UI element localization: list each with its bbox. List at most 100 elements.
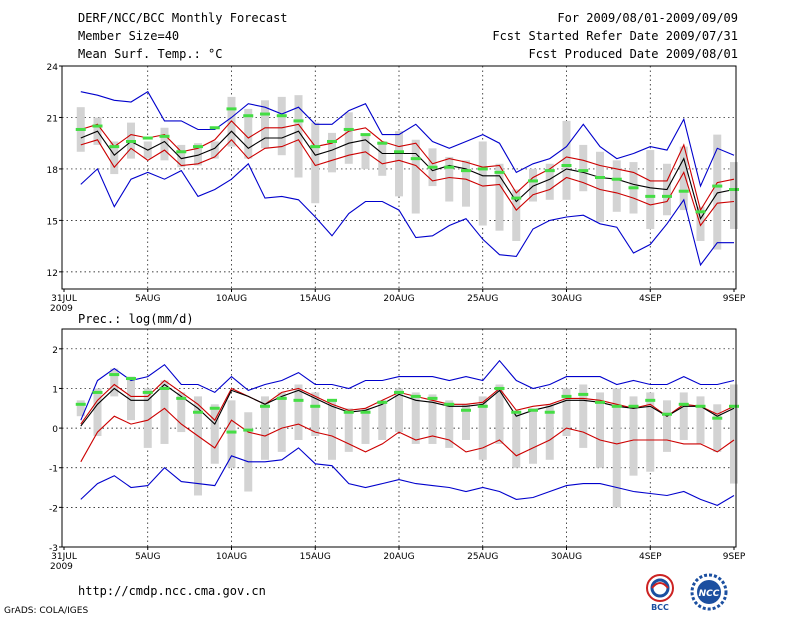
panel1-spread-box xyxy=(596,151,604,223)
panel2-spread-box xyxy=(277,392,286,452)
panel2-frame xyxy=(61,328,737,548)
panel2-spread-box xyxy=(478,396,487,460)
panel2-member-marker xyxy=(92,390,103,394)
panel1-y-tick-label: 21 xyxy=(47,114,58,124)
panel2-member-marker xyxy=(394,390,404,394)
panel2-member-marker xyxy=(477,404,488,408)
panel1-spread-box xyxy=(160,127,169,161)
panel1-spread-box xyxy=(579,144,588,192)
panel1-spread-box xyxy=(261,100,269,149)
bcc-logo-text: BCC xyxy=(651,603,669,612)
panel2-x-tick-label: 31JUL xyxy=(51,552,77,562)
panel1-spread-box xyxy=(679,146,688,211)
panel2-x-tick-label: 10AUG xyxy=(216,552,247,562)
panel1-member-marker xyxy=(343,127,354,131)
panel1-spread-box xyxy=(545,163,554,200)
panel2-spread-box xyxy=(462,404,470,440)
panel2-spread-box xyxy=(261,396,269,460)
panel2-spread-box xyxy=(210,404,219,464)
panel1-member-marker xyxy=(712,184,723,188)
panel1-spread-box xyxy=(344,112,353,164)
panel1-spread-box xyxy=(110,141,119,175)
panel1-member-marker xyxy=(645,194,656,198)
panel1-member-marker xyxy=(310,145,321,149)
panel1-member-marker xyxy=(243,114,254,118)
panel1-member-marker xyxy=(695,210,706,214)
panel2-x-tick-label: 20AUG xyxy=(383,552,414,562)
panel1-x-tick-label: 25AUG xyxy=(467,294,498,304)
panel1-series-min xyxy=(80,162,734,267)
panel1-member-marker xyxy=(678,189,689,193)
panel2-spread-box xyxy=(93,388,102,437)
chart-title: DERF/NCC/BCC Monthly Forecast xyxy=(78,11,288,25)
panel1-spread-box xyxy=(445,156,454,202)
panel1-series-spread-high xyxy=(80,120,735,212)
panel2-member-marker xyxy=(343,410,354,414)
panel1-member-marker xyxy=(276,114,287,118)
panel2-title: Prec.: log(mm/d) xyxy=(78,312,194,326)
panel1-member-marker xyxy=(578,169,589,173)
panel1-member-marker xyxy=(444,165,455,169)
panel2-member-marker xyxy=(310,404,321,408)
panel2-member-marker xyxy=(159,386,170,390)
panel2-y-tick-label: -1 xyxy=(49,465,58,475)
panel2-member-marker xyxy=(427,396,438,400)
panel2-member-marker xyxy=(611,404,622,408)
variable-label: Mean Surf. Temp.: °C xyxy=(78,47,223,61)
panel2-x-tick-label: 5AUG xyxy=(135,552,160,562)
panel1-member-marker xyxy=(477,167,488,171)
panel1-x-tick-label: 5AUG xyxy=(135,294,160,304)
panel2-member-marker xyxy=(628,404,639,408)
member-size-label: Member Size=40 xyxy=(78,29,180,43)
panel2-member-marker xyxy=(410,394,421,398)
panel1-spread-box xyxy=(462,160,470,207)
panel1-spread-box xyxy=(646,150,655,229)
panel2-member-marker xyxy=(461,408,471,412)
panel1-member-marker xyxy=(461,169,471,173)
panel2-spread-box xyxy=(127,376,135,421)
forecast-period: For 2009/08/01-2009/09/09 xyxy=(557,11,738,25)
panel2-spread-box xyxy=(227,400,236,468)
panel2-member-marker xyxy=(293,398,304,402)
panel1-spread-box xyxy=(378,141,387,176)
panel1-spread-box xyxy=(277,96,286,156)
panel1-member-marker xyxy=(528,179,538,183)
started-date: Fcst Started Refer Date 2009/07/31 xyxy=(492,29,738,43)
panel1-x-tick-label: 10AUG xyxy=(216,294,247,304)
panel2-member-marker xyxy=(645,398,656,402)
panel2-x-tick-label: 4SEP xyxy=(639,552,662,562)
panel1-spread-box xyxy=(612,160,621,212)
panel1-x-tick-label: 9SEP xyxy=(723,294,746,304)
panel1-spread-box xyxy=(395,131,403,197)
panel1-spread-box xyxy=(328,132,336,173)
panel1-member-marker xyxy=(544,169,555,173)
panel2-spread-box xyxy=(143,388,152,448)
panel2-spread-box xyxy=(110,368,119,397)
panel2-spread-box xyxy=(395,388,403,433)
panel2-spread-box xyxy=(411,392,420,444)
panel2-spread-box xyxy=(545,404,554,460)
panel2-member-marker xyxy=(528,408,538,412)
panel2-member-marker xyxy=(544,410,555,414)
panel1-member-marker xyxy=(176,150,187,154)
panel1-spread-box xyxy=(311,122,320,204)
panel2-x-tick-label: 25AUG xyxy=(467,552,498,562)
panel2-x-tick-label: 9SEP xyxy=(723,552,746,562)
source-url[interactable]: http://cmdp.ncc.cma.gov.cn xyxy=(78,584,266,598)
panel1-member-marker xyxy=(293,119,304,123)
panel1-member-marker xyxy=(327,139,337,143)
panel1-spread-box xyxy=(562,120,571,200)
panel2-member-marker xyxy=(193,410,203,414)
panel1-spread-box xyxy=(177,144,186,168)
panel2-spread-box xyxy=(160,380,169,444)
panel1-member-marker xyxy=(260,112,270,116)
panel2-x-tick-label: 15AUG xyxy=(300,552,331,562)
panel2-spread-box xyxy=(378,400,387,440)
panel1-frame xyxy=(61,65,737,290)
panel2-x-tick-label: 30AUG xyxy=(551,552,582,562)
panel2-y-tick-label: 2 xyxy=(52,346,58,356)
panel1-member-marker xyxy=(126,139,136,143)
panel1-spread-box xyxy=(713,134,722,250)
panel1-member-marker xyxy=(142,136,153,140)
